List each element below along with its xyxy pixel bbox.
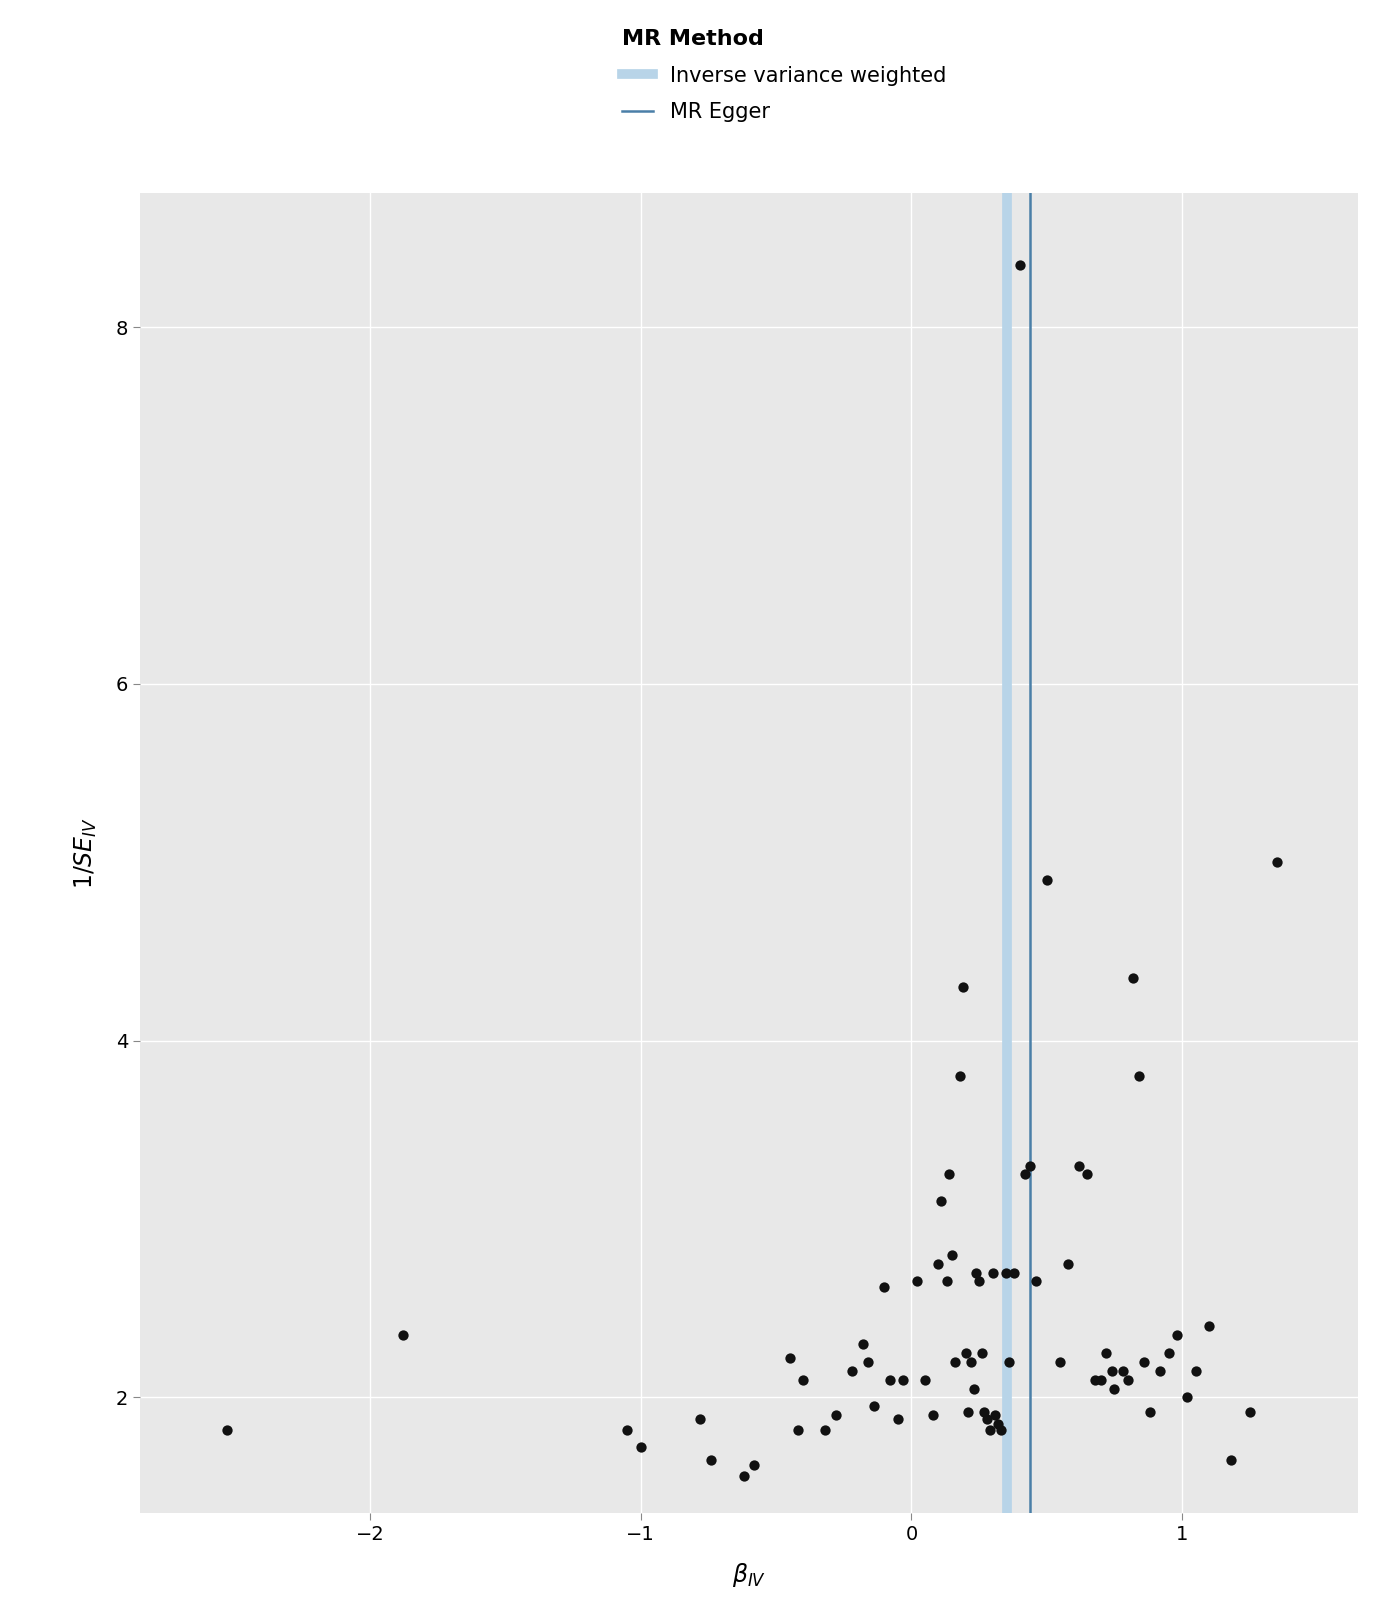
Legend: Inverse variance weighted, MR Egger: Inverse variance weighted, MR Egger <box>612 18 956 132</box>
X-axis label: $\beta_{IV}$: $\beta_{IV}$ <box>732 1560 766 1589</box>
Point <box>1219 1447 1242 1473</box>
Point <box>1008 251 1030 277</box>
Point <box>990 1417 1012 1443</box>
Point <box>1133 1349 1155 1375</box>
Y-axis label: $1/SE_{IV}$: $1/SE_{IV}$ <box>73 818 99 889</box>
Point <box>1049 1349 1071 1375</box>
Point <box>1095 1340 1117 1365</box>
Point <box>1158 1340 1180 1365</box>
Point <box>862 1394 885 1420</box>
Point <box>1165 1322 1187 1348</box>
Point <box>952 974 974 1000</box>
Point <box>874 1274 896 1299</box>
Point <box>927 1251 949 1277</box>
Point <box>879 1367 902 1393</box>
Point <box>840 1357 862 1383</box>
Point <box>976 1406 998 1431</box>
Point <box>1036 868 1058 894</box>
Point <box>792 1367 815 1393</box>
Point <box>1176 1385 1198 1410</box>
Point <box>616 1417 638 1443</box>
Point <box>935 1269 958 1294</box>
Point <box>1014 1161 1036 1187</box>
Point <box>892 1367 914 1393</box>
Point <box>851 1331 874 1357</box>
Point <box>984 1402 1007 1428</box>
Point <box>825 1402 847 1428</box>
Point <box>1239 1399 1261 1425</box>
Point <box>973 1399 995 1425</box>
Point <box>1123 966 1145 992</box>
Point <box>949 1064 972 1090</box>
Point <box>1117 1367 1140 1393</box>
Point <box>1138 1399 1161 1425</box>
Point <box>778 1346 801 1372</box>
Point <box>998 1349 1021 1375</box>
Point <box>857 1349 879 1375</box>
Point <box>995 1259 1018 1285</box>
Point <box>906 1269 928 1294</box>
Point <box>1112 1357 1134 1383</box>
Point <box>1103 1375 1126 1401</box>
Point <box>979 1417 1001 1443</box>
Point <box>981 1259 1004 1285</box>
Point <box>1089 1367 1112 1393</box>
Point <box>1077 1161 1099 1187</box>
Point <box>914 1367 937 1393</box>
Point <box>700 1447 722 1473</box>
Point <box>732 1463 755 1489</box>
Point <box>1198 1314 1221 1340</box>
Point <box>930 1188 952 1214</box>
Point <box>938 1161 960 1187</box>
Point <box>886 1406 909 1431</box>
Point <box>1057 1251 1079 1277</box>
Point <box>955 1340 977 1365</box>
Point <box>960 1349 983 1375</box>
Point <box>787 1417 809 1443</box>
Point <box>743 1452 766 1478</box>
Point <box>965 1259 987 1285</box>
Point <box>1025 1269 1047 1294</box>
Point <box>944 1349 966 1375</box>
Point <box>216 1417 238 1443</box>
Point <box>987 1412 1009 1438</box>
Point <box>921 1402 944 1428</box>
Point <box>1149 1357 1172 1383</box>
Point <box>630 1435 652 1460</box>
Point <box>1100 1357 1123 1383</box>
Point <box>1019 1153 1042 1179</box>
Point <box>813 1417 836 1443</box>
Point <box>967 1269 990 1294</box>
Point <box>970 1340 993 1365</box>
Point <box>1084 1367 1106 1393</box>
Point <box>1002 1259 1025 1285</box>
Point <box>941 1241 963 1267</box>
Point <box>1184 1357 1207 1383</box>
Point <box>1068 1153 1091 1179</box>
Point <box>1127 1064 1149 1090</box>
Point <box>689 1406 711 1431</box>
Point <box>392 1322 414 1348</box>
Point <box>958 1399 980 1425</box>
Point <box>962 1375 984 1401</box>
Point <box>1266 850 1288 876</box>
